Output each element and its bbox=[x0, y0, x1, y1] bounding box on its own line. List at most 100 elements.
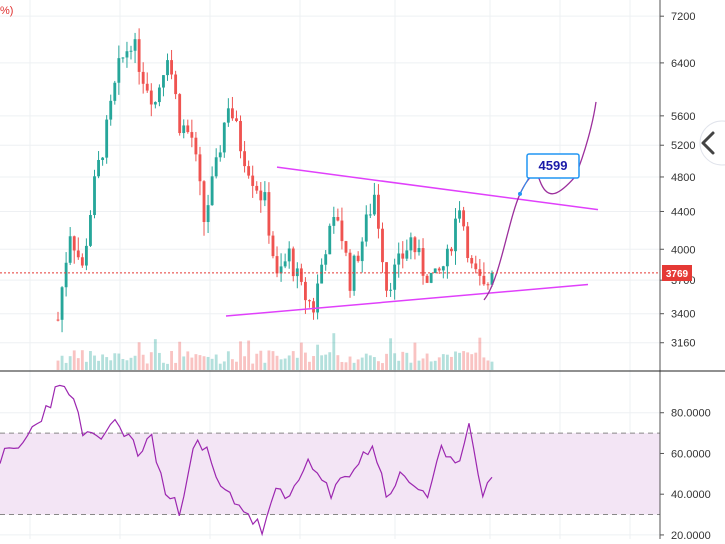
candle-body bbox=[145, 83, 149, 91]
candle-body bbox=[340, 220, 344, 242]
volume-bar bbox=[153, 339, 157, 370]
price-tick-label: 5200 bbox=[671, 140, 695, 152]
candle-body bbox=[348, 252, 352, 291]
volume-bar bbox=[60, 355, 64, 370]
candle-body bbox=[121, 57, 125, 59]
volume-bar bbox=[405, 352, 409, 370]
candle-body bbox=[235, 118, 238, 121]
rsi-band-fill bbox=[0, 433, 660, 515]
candle-body bbox=[304, 281, 307, 301]
volume-bar bbox=[454, 351, 457, 370]
volume-bar bbox=[393, 353, 397, 370]
volume-bar bbox=[186, 351, 190, 370]
volume-bar bbox=[214, 354, 218, 370]
rsi-tick-label: 80.0000 bbox=[671, 408, 711, 420]
volume-bar bbox=[368, 355, 372, 370]
candle-body bbox=[397, 253, 401, 265]
target-callout[interactable]: 4599 bbox=[526, 153, 580, 179]
candle-body bbox=[133, 39, 137, 51]
candle-body bbox=[445, 248, 449, 267]
candle-body bbox=[186, 125, 190, 133]
volume-bar bbox=[291, 351, 295, 370]
trendline-lower bbox=[225, 283, 589, 317]
candle-body bbox=[64, 262, 68, 288]
volume-bar bbox=[210, 358, 214, 370]
candle-body bbox=[259, 190, 263, 201]
candle-body bbox=[324, 254, 328, 265]
candle-body bbox=[125, 51, 129, 58]
candle-body bbox=[336, 217, 340, 221]
volume-bar bbox=[425, 353, 429, 370]
candle-body bbox=[409, 237, 413, 251]
volume-bar bbox=[295, 357, 299, 370]
chevron-left-icon bbox=[701, 131, 715, 155]
target-point bbox=[518, 191, 522, 196]
candle-body bbox=[364, 214, 368, 242]
volume-bar bbox=[389, 338, 393, 370]
candle-body bbox=[299, 268, 303, 282]
candle-body bbox=[226, 108, 230, 123]
volume-bar bbox=[344, 362, 348, 370]
price-tick-label: 4800 bbox=[671, 172, 695, 184]
candle-body bbox=[162, 75, 165, 88]
volume-bar bbox=[360, 357, 364, 370]
volume-bar bbox=[243, 356, 246, 370]
volume-bar bbox=[417, 360, 421, 370]
candle-body bbox=[93, 176, 96, 216]
rsi-tick-label: 20.0000 bbox=[671, 530, 711, 539]
volume-bar bbox=[133, 355, 137, 370]
volume-bar bbox=[190, 357, 194, 370]
candle-body bbox=[129, 50, 133, 52]
candle-body bbox=[141, 71, 145, 84]
volume-bar bbox=[149, 352, 153, 370]
candle-body bbox=[352, 255, 356, 291]
scroll-left-button[interactable] bbox=[699, 120, 725, 166]
volume-bar bbox=[433, 360, 437, 370]
candle-body bbox=[153, 102, 157, 105]
volume-bar bbox=[328, 352, 332, 370]
volume-bar bbox=[271, 351, 275, 370]
price-tick-label: 3400 bbox=[671, 309, 695, 321]
volume-bar bbox=[283, 358, 287, 370]
price-tick-label: 6400 bbox=[671, 58, 695, 70]
candle-body bbox=[287, 248, 291, 262]
candle-body bbox=[425, 275, 429, 283]
candle-body bbox=[332, 217, 336, 226]
price-tick-label: 4400 bbox=[671, 206, 695, 218]
candle-body bbox=[101, 157, 105, 160]
volume-bar bbox=[137, 342, 141, 370]
candle-body bbox=[377, 194, 380, 229]
volume-bar bbox=[409, 362, 413, 370]
candle-body bbox=[60, 287, 64, 320]
volume-bar bbox=[182, 356, 186, 370]
candle-body bbox=[283, 261, 287, 267]
candle-body bbox=[267, 192, 271, 236]
candle-body bbox=[239, 120, 242, 152]
volume-bar bbox=[247, 340, 251, 370]
volume-bar bbox=[76, 358, 80, 370]
candle-body bbox=[255, 185, 259, 191]
volume-bar bbox=[441, 354, 445, 370]
volume-bar bbox=[316, 344, 320, 370]
volume-bar bbox=[377, 361, 380, 370]
volume-bar bbox=[486, 360, 490, 370]
candle-body bbox=[190, 132, 194, 138]
volume-bar bbox=[450, 356, 453, 370]
volume-bar bbox=[84, 361, 88, 370]
candle-body bbox=[372, 194, 376, 215]
volume-bar bbox=[239, 341, 242, 370]
volume-bar bbox=[299, 342, 303, 370]
candle-body bbox=[149, 90, 153, 105]
target-callout-label: 4599 bbox=[539, 158, 568, 173]
volume-bar bbox=[170, 350, 173, 370]
volume-bar bbox=[162, 362, 165, 370]
projection-path bbox=[483, 101, 597, 301]
price-tick-label: 7200 bbox=[671, 11, 695, 23]
candle-body bbox=[462, 210, 466, 227]
volume-bar bbox=[381, 363, 384, 370]
volume-bar bbox=[255, 353, 259, 370]
volume-bar bbox=[89, 351, 92, 370]
candle-body bbox=[113, 82, 117, 101]
candle-body bbox=[222, 122, 226, 153]
